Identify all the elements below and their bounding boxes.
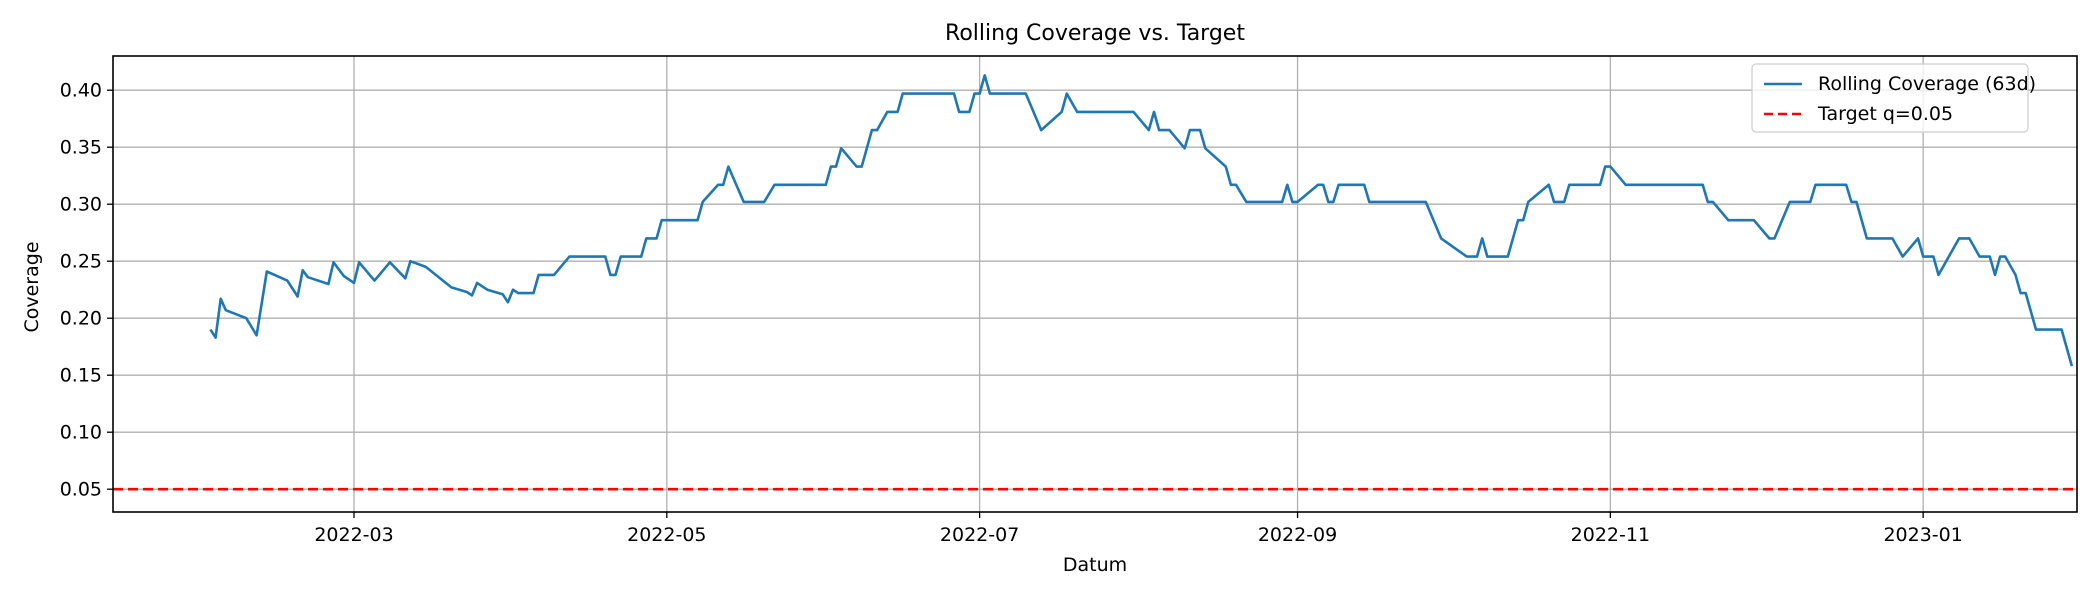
y-axis-label: Coverage [21, 241, 43, 332]
legend: Rolling Coverage (63d) Target q=0.05 [1751, 63, 2036, 133]
legend-label-coverage: Rolling Coverage (63d) [1818, 73, 2036, 95]
x-tick-label: 2022-11 [1571, 524, 1650, 546]
y-tick-label: 0.25 [60, 251, 102, 273]
y-tick-label: 0.15 [60, 365, 102, 387]
series-layer [209, 74, 2074, 367]
y-tick-label: 0.35 [60, 137, 102, 159]
x-axis-label: Datum [1063, 554, 1127, 576]
y-tick-label: 0.10 [60, 422, 102, 444]
x-tick-label: 2023-01 [1883, 524, 1962, 546]
legend-box [1751, 63, 2029, 133]
rolling-coverage-line [209, 74, 2074, 367]
x-axis-ticks: 2022-03 2022-05 2022-07 2022-09 2022-11 2023-… [314, 512, 1963, 546]
plot-frame [112, 55, 2078, 513]
y-axis-ticks: 0.05 0.10 0.15 0.20 0.25 0.30 0.35 0.40 [60, 80, 113, 501]
y-tick-label: 0.40 [60, 80, 102, 102]
y-tick-label: 0.20 [60, 308, 102, 330]
x-tick-label: 2022-09 [1258, 524, 1337, 546]
y-tick-label: 0.05 [60, 479, 102, 501]
y-tick-label: 0.30 [60, 194, 102, 216]
legend-label-target: Target q=0.05 [1817, 103, 1953, 125]
chart-title: Rolling Coverage vs. Target [945, 21, 1245, 46]
x-tick-label: 2022-03 [314, 524, 393, 546]
x-tick-label: 2022-07 [940, 524, 1019, 546]
x-tick-label: 2022-05 [627, 524, 706, 546]
